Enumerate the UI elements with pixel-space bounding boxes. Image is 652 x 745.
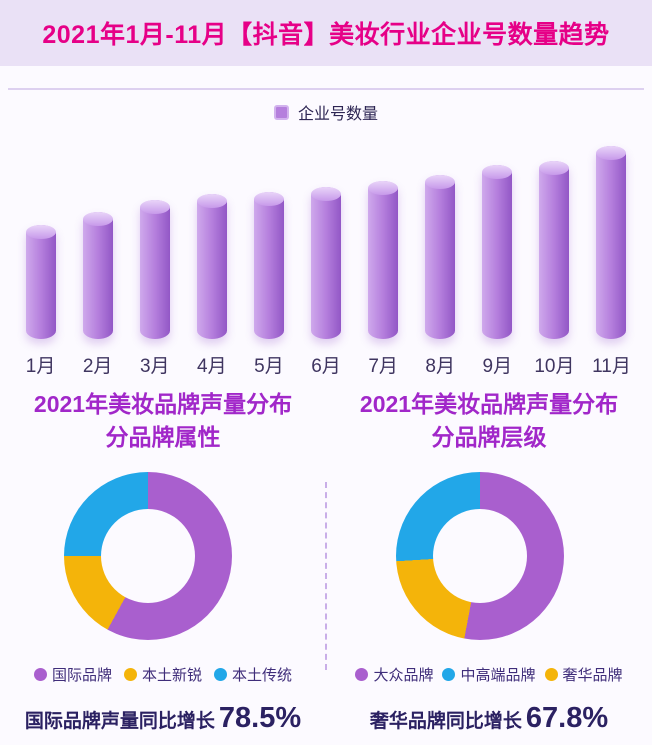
bar-category-label: 3月 [139,356,170,377]
bar-column: 8月 [412,175,469,378]
bar-column: 9月 [469,165,526,378]
right-growth-annotation: 奢华品牌同比增长 67.8% [326,700,652,741]
donut-left [64,472,232,640]
pie-legend-left: 国际品牌 本土新锐 本土传统 [0,664,326,685]
right-section-title-line1: 2021年美妆品牌声量分布 [359,391,619,417]
bar-chart-legend: 企业号数量 [0,100,652,124]
legend-item: 大众品牌 [355,664,433,685]
bar-chart: 1月 2月 3月 4月 5月 6月 7月 8月 9月 10月 11月 [12,128,640,378]
bar [539,161,570,339]
bar [196,194,227,339]
bar-category-label: 5月 [254,356,284,377]
legend-dot-icon [214,668,227,681]
right-section-title-line2: 分品牌层级 [431,423,547,450]
section-divider [325,482,327,670]
bar-category-label: 7月 [368,356,398,377]
bar-column: 6月 [297,187,354,378]
bar-column: 1月 [12,225,69,378]
bar-column: 3月 [126,200,183,378]
bar [596,146,627,339]
left-growth-text: 国际品牌声量同比增长 [24,711,215,732]
legend-item: 中高端品牌 [442,664,536,685]
legend-dot-icon [442,668,456,681]
right-growth-text: 奢华品牌同比增长 [369,711,522,732]
bar [425,175,456,339]
bar [311,187,342,339]
left-section-title-line2: 分品牌属性 [105,423,221,450]
left-section-title: 2021年美妆品牌声量分布 分品牌属性 [0,388,326,453]
bar-category-label: 10月 [534,356,575,377]
legend-label: 国际品牌 [51,667,112,684]
bar [139,200,170,339]
bar [368,181,399,339]
bar [25,225,56,339]
legend-label: 中高端品牌 [460,667,536,684]
left-growth-annotation: 国际品牌声量同比增长 78.5% [0,700,326,741]
legend-dot-icon [544,668,558,681]
bar-category-label: 11月 [592,356,631,377]
legend-item: 本土传统 [214,664,292,685]
bar [253,192,284,339]
page-title: 2021年1月-11月【抖音】美妆行业企业号数量趋势 [42,21,610,49]
legend-label: 企业号数量 [297,106,378,123]
bar [82,212,113,339]
legend-swatch-icon [273,104,289,120]
legend-label: 奢华品牌 [562,667,623,684]
bar-column: 7月 [355,181,412,378]
legend-item: 奢华品牌 [544,664,623,685]
right-growth-value: 67.8% [525,702,609,734]
pie-legend-right: 大众品牌 中高端品牌 奢华品牌 [326,664,652,685]
legend-label: 大众品牌 [373,667,434,684]
bar-category-label: 4月 [197,356,227,377]
left-growth-value: 78.5% [218,702,302,734]
legend-dot-icon [33,668,47,681]
bar [482,165,513,339]
bar-column: 5月 [240,192,297,378]
bar-category-label: 2月 [82,356,113,377]
legend-dot-icon [123,668,137,681]
bar-category-label: 1月 [25,356,56,377]
bar-column: 4月 [183,194,240,378]
legend-dot-icon [355,668,369,681]
legend-item: 国际品牌 [33,664,112,685]
donut-right [396,472,564,640]
legend-item: 本土新锐 [123,664,202,685]
right-section-title: 2021年美妆品牌声量分布 分品牌层级 [326,388,652,453]
bar-category-label: 8月 [425,356,455,377]
bar-category-label: 9月 [482,356,513,377]
header-divider [8,88,644,90]
bar-column: 10月 [526,161,583,378]
header-band: 2021年1月-11月【抖音】美妆行业企业号数量趋势 [0,0,652,66]
bar-column: 11月 [583,146,640,378]
left-section-title-line1: 2021年美妆品牌声量分布 [33,391,293,417]
bar-category-label: 6月 [311,356,341,377]
legend-label: 本土传统 [232,667,293,684]
legend-label: 本土新锐 [141,667,202,684]
bar-column: 2月 [69,212,126,378]
